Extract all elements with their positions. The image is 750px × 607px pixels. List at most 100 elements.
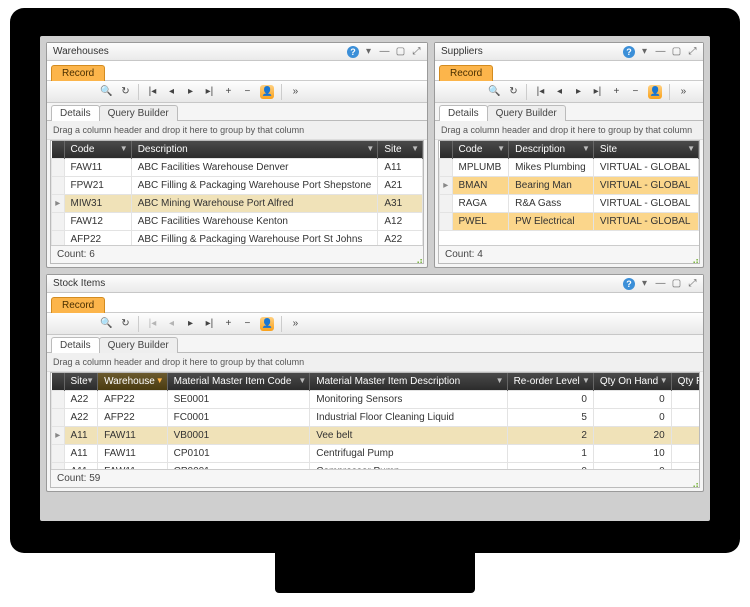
cell-warehouse[interactable]: AFP22 xyxy=(98,391,168,409)
group-by-hint[interactable]: Drag a column header and drop it here to… xyxy=(435,121,703,140)
cell-site[interactable]: A22 xyxy=(64,391,98,409)
cell-site[interactable]: A11 xyxy=(64,427,98,445)
tab-query-builder[interactable]: Query Builder xyxy=(99,105,178,121)
more-icon[interactable]: » xyxy=(286,315,304,333)
col-item-desc[interactable]: Material Master Item Description▼ xyxy=(310,373,507,391)
cell-code[interactable]: MIW31 xyxy=(64,195,131,213)
minimize-icon[interactable]: — xyxy=(378,45,391,58)
cell-site[interactable]: A22 xyxy=(64,409,98,427)
restore-icon[interactable]: ▢ xyxy=(670,277,683,290)
record-tab[interactable]: Record xyxy=(51,297,105,313)
maximize-icon[interactable]: ⤢ xyxy=(686,45,699,58)
help-icon[interactable]: ? xyxy=(347,46,359,58)
table-row[interactable]: A22AFP22FC0001Industrial Floor Cleaning … xyxy=(52,409,700,427)
pane-titlebar[interactable]: Suppliers ? ▾ — ▢ ⤢ xyxy=(435,43,703,61)
restore-icon[interactable]: ▢ xyxy=(394,45,407,58)
cell-onhand[interactable]: 10 xyxy=(593,445,671,463)
resize-handle-icon[interactable]: ⠴ xyxy=(416,256,426,266)
cell-description[interactable]: ABC Facilities Warehouse Denver xyxy=(131,159,378,177)
remove-icon[interactable]: − xyxy=(238,315,256,333)
more-icon[interactable]: » xyxy=(674,83,692,101)
cell-item-desc[interactable]: Vee belt xyxy=(310,427,507,445)
first-icon[interactable]: |◂ xyxy=(531,83,549,101)
cell-reorder[interactable]: 0 xyxy=(507,391,593,409)
cell-site[interactable]: A31 xyxy=(378,195,423,213)
cell-warehouse[interactable]: FAW11 xyxy=(98,445,168,463)
col-description[interactable]: Description▼ xyxy=(131,141,378,159)
table-row[interactable]: RAGAR&A GassVIRTUAL - GLOBAL xyxy=(440,195,699,213)
cell-item-code[interactable]: SE0001 xyxy=(167,391,310,409)
table-row[interactable]: MPLUMBMikes PlumbingVIRTUAL - GLOBAL xyxy=(440,159,699,177)
remove-icon[interactable]: − xyxy=(626,83,644,101)
col-code[interactable]: Code▼ xyxy=(452,141,509,159)
cell-code[interactable]: PWEL xyxy=(452,213,509,231)
resize-handle-icon[interactable]: ⠴ xyxy=(692,256,702,266)
pane-titlebar[interactable]: Warehouses ? ▾ — ▢ ⤢ xyxy=(47,43,427,61)
tab-details[interactable]: Details xyxy=(51,105,100,121)
cell-code[interactable]: FAW11 xyxy=(64,159,131,177)
next-icon[interactable]: ▸ xyxy=(181,315,199,333)
cell-description[interactable]: Bearing Man xyxy=(509,177,594,195)
add-icon[interactable]: + xyxy=(219,315,237,333)
add-icon[interactable]: + xyxy=(607,83,625,101)
minimize-icon[interactable]: — xyxy=(654,277,667,290)
cell-code[interactable]: FAW12 xyxy=(64,213,131,231)
col-reorder[interactable]: Re-order Level▼ xyxy=(507,373,593,391)
cell-code[interactable]: FPW21 xyxy=(64,177,131,195)
tab-details[interactable]: Details xyxy=(51,337,100,353)
cell-warehouse[interactable]: AFP22 xyxy=(98,409,168,427)
dropdown-icon[interactable]: ▾ xyxy=(362,45,375,58)
cell-site[interactable]: VIRTUAL - GLOBAL xyxy=(593,195,698,213)
table-row[interactable]: A11FAW11CP0101Centrifugal Pump11010 xyxy=(52,445,700,463)
search-icon[interactable]: 🔍 xyxy=(97,315,115,333)
table-row[interactable]: PWELPW ElectricalVIRTUAL - GLOBAL xyxy=(440,213,699,231)
cell-reorder[interactable]: 5 xyxy=(507,409,593,427)
col-warehouse[interactable]: Warehouse▼ xyxy=(98,373,168,391)
cell-reorder[interactable]: 2 xyxy=(507,427,593,445)
table-row[interactable]: A22AFP22SE0001Monitoring Sensors0000 xyxy=(52,391,700,409)
tab-query-builder[interactable]: Query Builder xyxy=(487,105,566,121)
cell-description[interactable]: PW Electrical xyxy=(509,213,594,231)
maximize-icon[interactable]: ⤢ xyxy=(410,45,423,58)
col-item-code[interactable]: Material Master Item Code▼ xyxy=(167,373,310,391)
table-row[interactable]: FPW21ABC Filling & Packaging Warehouse P… xyxy=(52,177,423,195)
col-description[interactable]: Description▼ xyxy=(509,141,594,159)
group-by-hint[interactable]: Drag a column header and drop it here to… xyxy=(47,121,427,140)
table-row[interactable]: AFP22ABC Filling & Packaging Warehouse P… xyxy=(52,231,423,246)
cell-onhand[interactable]: 20 xyxy=(593,427,671,445)
record-tab[interactable]: Record xyxy=(51,65,105,81)
cell-code[interactable]: BMAN xyxy=(452,177,509,195)
cell-description[interactable]: ABC Filling & Packaging Warehouse Port S… xyxy=(131,177,378,195)
cell-onhand[interactable]: 0 xyxy=(593,409,671,427)
last-icon[interactable]: ▸| xyxy=(588,83,606,101)
next-icon[interactable]: ▸ xyxy=(569,83,587,101)
tab-details[interactable]: Details xyxy=(439,105,488,121)
cell-site[interactable]: VIRTUAL - GLOBAL xyxy=(593,177,698,195)
cell-required[interactable]: 0 xyxy=(671,409,699,427)
cell-site[interactable]: A11 xyxy=(378,159,423,177)
person-icon[interactable]: 👤 xyxy=(645,83,665,101)
person-icon[interactable]: 👤 xyxy=(257,83,277,101)
cell-required[interactable]: 0 xyxy=(671,391,699,409)
col-site[interactable]: Site▼ xyxy=(378,141,423,159)
cell-site[interactable]: VIRTUAL - GLOBAL xyxy=(593,159,698,177)
table-row[interactable]: FAW11ABC Facilities Warehouse DenverA11 xyxy=(52,159,423,177)
cell-description[interactable]: ABC Filling & Packaging Warehouse Port S… xyxy=(131,231,378,246)
first-icon[interactable]: |◂ xyxy=(143,83,161,101)
cell-description[interactable]: ABC Mining Warehouse Port Alfred xyxy=(131,195,378,213)
cell-onhand[interactable]: 0 xyxy=(593,391,671,409)
maximize-icon[interactable]: ⤢ xyxy=(686,277,699,290)
prev-icon[interactable]: ◂ xyxy=(162,83,180,101)
refresh-icon[interactable]: ↻ xyxy=(504,83,522,101)
cell-site[interactable]: A12 xyxy=(378,213,423,231)
prev-icon[interactable]: ◂ xyxy=(550,83,568,101)
dropdown-icon[interactable]: ▾ xyxy=(638,277,651,290)
prev-icon[interactable]: ◂ xyxy=(162,315,180,333)
cell-code[interactable]: RAGA xyxy=(452,195,509,213)
help-icon[interactable]: ? xyxy=(623,278,635,290)
cell-item-desc[interactable]: Centrifugal Pump xyxy=(310,445,507,463)
cell-required[interactable]: 5 xyxy=(671,427,699,445)
minimize-icon[interactable]: — xyxy=(654,45,667,58)
resize-handle-icon[interactable]: ⠴ xyxy=(692,480,702,490)
cell-item-code[interactable]: FC0001 xyxy=(167,409,310,427)
